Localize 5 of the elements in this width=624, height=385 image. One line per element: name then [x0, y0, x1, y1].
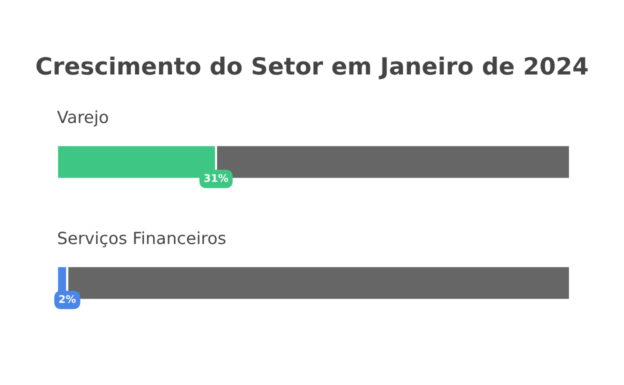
data-label: 2%	[59, 295, 76, 303]
chart-title: Crescimento do Setor em Janeiro de 2024	[36, 56, 588, 80]
y-tick-label: Varejo	[57, 110, 108, 126]
data-label: 31%	[204, 174, 228, 182]
y-tick-label: Serviços Financeiros	[58, 231, 226, 248]
